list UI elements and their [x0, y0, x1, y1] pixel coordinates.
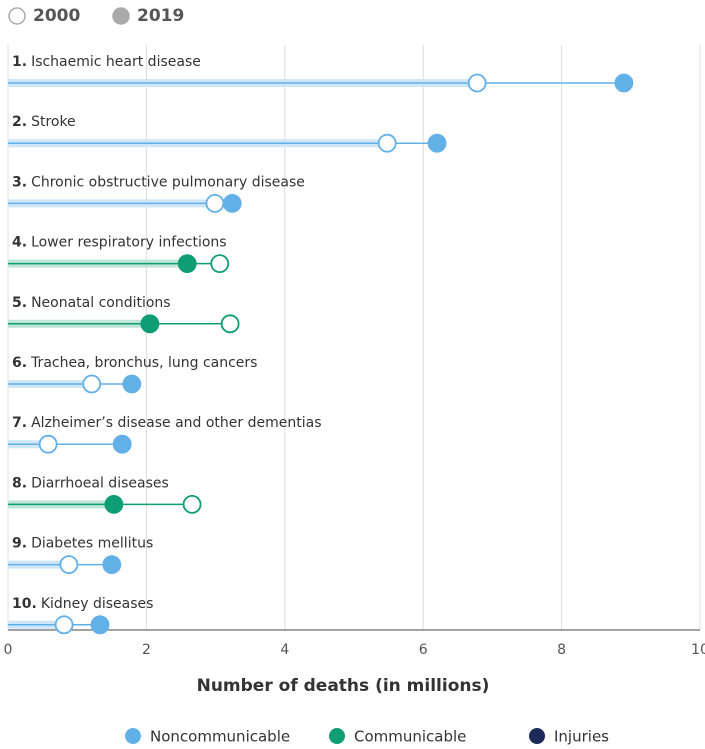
category-label: 8. Diarrhoeal diseases — [12, 475, 169, 491]
legend-label: Communicable — [354, 728, 466, 746]
dot — [82, 374, 102, 394]
legend-label: 2019 — [137, 6, 184, 26]
legend-label: Noncommunicable — [150, 728, 290, 746]
dot — [112, 434, 132, 454]
legend-label: Injuries — [554, 728, 609, 746]
dot — [140, 314, 160, 334]
category-label: 5. Neonatal conditions — [12, 295, 171, 311]
dot — [102, 555, 122, 574]
rank: 1. — [12, 54, 27, 70]
dot — [54, 615, 74, 635]
dot — [38, 434, 58, 454]
rank: 2. — [12, 114, 27, 130]
legend-label: 2000 — [33, 6, 80, 26]
legend-marker — [8, 7, 26, 25]
rank: 3. — [12, 174, 27, 190]
dot — [377, 133, 397, 153]
dot — [122, 374, 142, 394]
category-name: Lower respiratory infections — [31, 235, 227, 251]
dot — [427, 133, 447, 153]
dot — [220, 314, 240, 334]
legend-marker — [125, 728, 141, 744]
rank: 9. — [12, 536, 27, 552]
category-label: 4. Lower respiratory infections — [12, 235, 227, 251]
category-name: Ischaemic heart disease — [31, 54, 201, 70]
category-name: Diabetes mellitus — [31, 536, 153, 552]
category-name: Trachea, bronchus, lung cancers — [30, 355, 257, 371]
legend-marker — [529, 728, 545, 744]
dot — [210, 254, 230, 274]
dot — [205, 193, 225, 213]
x-tick-label: 8 — [557, 642, 566, 658]
legend-marker — [329, 728, 345, 744]
dot — [177, 254, 197, 274]
category-name: Stroke — [31, 114, 76, 130]
category-name: Diarrhoeal diseases — [31, 475, 169, 491]
legend-marker — [112, 7, 130, 25]
rank: 7. — [12, 415, 27, 431]
category-label: 1. Ischaemic heart disease — [12, 54, 201, 70]
dot — [104, 494, 124, 514]
dot — [90, 615, 110, 635]
x-tick-label: 6 — [419, 642, 428, 658]
category-label: 3. Chronic obstructive pulmonary disease — [12, 174, 305, 190]
x-axis-title: Number of deaths (in millions) — [197, 676, 490, 696]
dot — [182, 494, 202, 514]
rank: 8. — [12, 475, 27, 491]
category-label: 7. Alzheimer’s disease and other dementia… — [12, 415, 322, 431]
category-label: 9. Diabetes mellitus — [12, 536, 153, 552]
rank: 10. — [12, 596, 37, 612]
category-name: Alzheimer’s disease and other dementias — [31, 415, 321, 431]
category-name: Neonatal conditions — [31, 295, 171, 311]
x-tick-label: 10 — [691, 642, 705, 658]
rank: 4. — [12, 235, 27, 251]
category-name: Chronic obstructive pulmonary disease — [31, 174, 305, 190]
dot — [467, 73, 487, 93]
dot — [59, 555, 79, 574]
x-tick-label: 4 — [280, 642, 289, 658]
x-tick-label: 0 — [4, 642, 13, 658]
category-name: Kidney diseases — [41, 596, 154, 612]
category-label: 6. Trachea, bronchus, lung cancers — [12, 355, 257, 371]
category-label: 10. Kidney diseases — [12, 596, 153, 612]
category-label: 2. Stroke — [12, 114, 76, 130]
dot — [222, 193, 242, 213]
x-tick-label: 2 — [142, 642, 151, 658]
rank: 6. — [12, 355, 27, 371]
rank: 5. — [12, 295, 27, 311]
dot — [614, 73, 634, 93]
